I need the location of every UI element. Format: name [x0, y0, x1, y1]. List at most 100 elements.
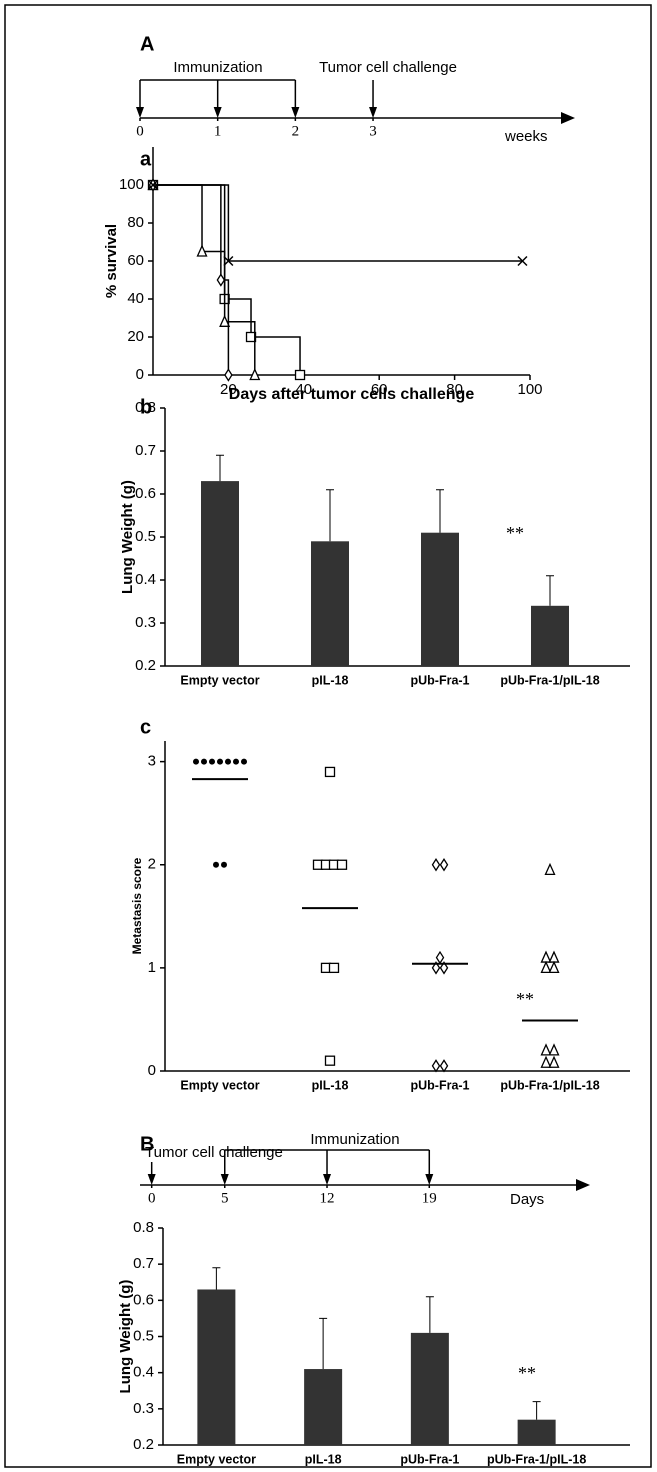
survival-line [153, 184, 523, 262]
y-tick-label: 1 [148, 959, 156, 976]
marker-diamond [431, 1059, 441, 1073]
marker-circle [217, 758, 223, 765]
significance: ** [506, 523, 524, 543]
y-tick-label: 60 [127, 252, 144, 269]
error-bar [532, 1401, 541, 1420]
x-tick-label: pUb-Fra-1/pIL-18 [500, 673, 599, 687]
x-tick-label: 100 [517, 381, 542, 398]
marker-diamond [439, 858, 449, 872]
y-axis-label: Lung Weight (g) [117, 1280, 134, 1394]
y-tick-label: 0.4 [133, 1364, 154, 1381]
panel-label: b [140, 396, 152, 418]
x-tick-label: pIL-18 [312, 1078, 349, 1092]
y-axis-label: Metastasis score [130, 857, 144, 954]
y-tick-label: 20 [127, 328, 144, 345]
time-tick-label: 2 [292, 123, 300, 139]
y-tick-label: 0.3 [133, 1400, 154, 1417]
marker-circle [209, 758, 215, 765]
bar [517, 1419, 556, 1445]
panel-label: A [140, 33, 154, 55]
time-tick-label: 3 [369, 123, 377, 139]
panel-label: c [140, 716, 151, 738]
marker-circle [213, 861, 219, 868]
marker-diamond [439, 961, 449, 975]
y-tick-label: 0.7 [133, 1255, 154, 1272]
bar [421, 532, 459, 666]
marker-diamond [431, 858, 441, 872]
y-tick-label: 80 [127, 214, 144, 231]
time-tick-label: 1 [214, 123, 222, 139]
y-tick-label: 0.2 [135, 657, 156, 674]
time-unit: Days [510, 1191, 544, 1208]
y-tick-label: 0.7 [135, 442, 156, 459]
marker-circle [225, 758, 231, 765]
marker-x [517, 255, 528, 267]
y-axis-label: Lung Weight (g) [119, 480, 136, 594]
y-tick-label: 3 [148, 753, 156, 770]
marker-diamond [435, 950, 445, 965]
bar [311, 541, 349, 666]
marker-triangle [249, 367, 261, 381]
panel-label: B [140, 1133, 154, 1155]
bar [197, 1289, 236, 1445]
bar [201, 481, 239, 666]
y-tick-label: 0.5 [133, 1327, 154, 1344]
marker-triangle [548, 950, 560, 963]
event-label: Immunization [310, 1131, 399, 1148]
marker-triangle [548, 960, 560, 974]
error-bar [326, 489, 334, 542]
y-tick-label: 0.3 [135, 614, 156, 631]
error-bar [546, 575, 554, 606]
marker-triangle [540, 960, 552, 974]
x-axis-label: Days after tumor cells challenge [229, 386, 475, 403]
marker-x [223, 255, 234, 267]
panel-label: a [140, 148, 152, 170]
y-axis-label: % survival [103, 224, 120, 298]
y-tick-label: 0.8 [133, 1219, 154, 1236]
marker-triangle [219, 314, 231, 327]
time-arrow [576, 1179, 590, 1191]
event-arrowhead [220, 1174, 229, 1185]
x-tick-label: 40 [295, 381, 312, 398]
bar [410, 1332, 449, 1445]
error-bar [216, 454, 224, 482]
error-bar [436, 489, 444, 533]
time-tick-label: 5 [221, 1190, 229, 1206]
time-tick-label: 19 [422, 1190, 437, 1206]
event-label: Tumor cell challenge [145, 1144, 283, 1161]
significance: ** [516, 989, 534, 1009]
marker-diamond [439, 1059, 449, 1073]
marker-circle [241, 758, 247, 765]
x-tick-label: 20 [220, 381, 237, 398]
marker-x [147, 179, 159, 191]
marker-square [324, 1055, 336, 1066]
x-tick-label: Empty vector [180, 673, 259, 687]
error-bar [425, 1296, 434, 1333]
marker-triangle [540, 1043, 552, 1056]
time-tick-label: 12 [320, 1190, 335, 1206]
event-label: Immunization [173, 59, 262, 76]
y-tick-label: 0.5 [135, 528, 156, 545]
figure-border [4, 4, 652, 1468]
marker-square [294, 369, 306, 381]
marker-diamond [224, 368, 233, 382]
y-tick-label: 0 [148, 1062, 156, 1079]
x-tick-label: pIL-18 [305, 1452, 342, 1466]
time-tick-label: 0 [148, 1190, 156, 1206]
marker-diamond [431, 961, 441, 975]
x-tick-label: 80 [446, 381, 463, 398]
event-arrowhead [147, 1174, 156, 1185]
marker-square [336, 859, 348, 870]
event-label: Tumor cell challenge [319, 59, 457, 76]
y-tick-label: 2 [148, 856, 156, 873]
marker-triangle [548, 1043, 560, 1056]
marker-square [324, 766, 336, 778]
error-bar [319, 1317, 328, 1370]
marker-circle [201, 758, 207, 765]
event-arrowhead [136, 107, 144, 118]
marker-square [328, 962, 340, 974]
x-tick-label: Empty vector [180, 1078, 259, 1092]
time-tick-label: 0 [136, 123, 144, 139]
bar [531, 605, 569, 666]
